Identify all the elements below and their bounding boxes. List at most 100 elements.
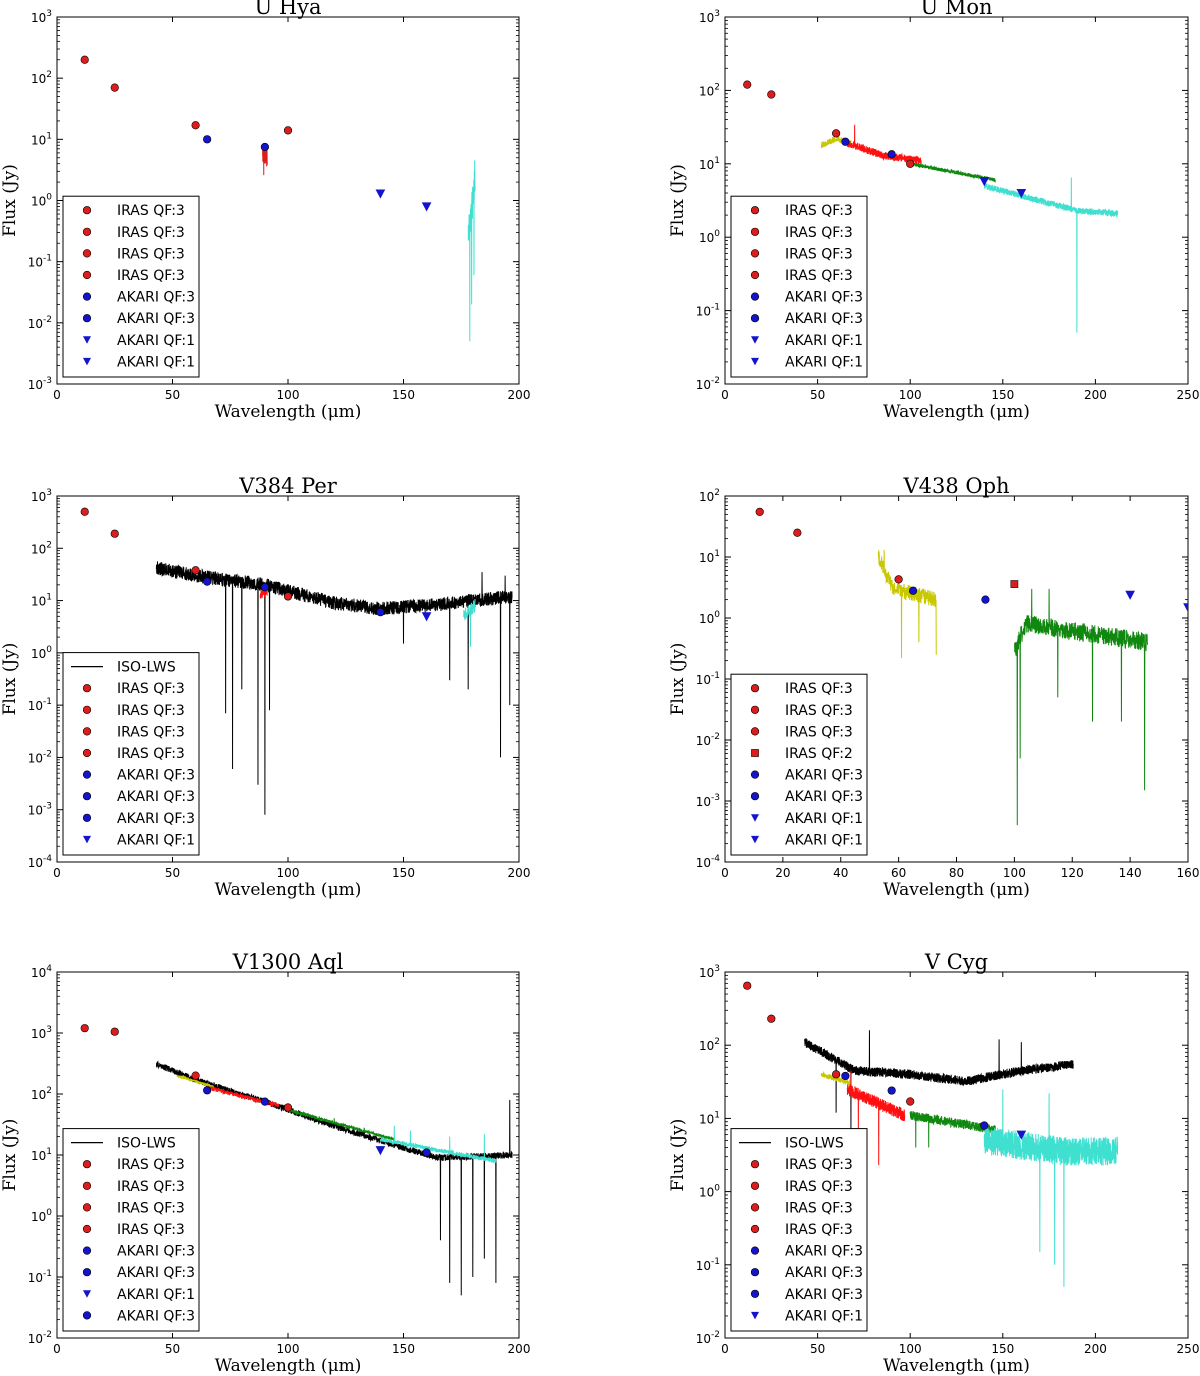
data-point (421, 202, 432, 212)
legend-circle-marker (750, 1160, 760, 1169)
points-group (743, 981, 1027, 1140)
y-tick-label: 10-3 (28, 376, 52, 392)
y-tick-label: 10-2 (696, 1330, 720, 1346)
x-axis-label: Wavelength (μm) (215, 402, 362, 422)
x-tick-label: 0 (53, 1342, 61, 1356)
legend-circle-marker (82, 1246, 92, 1255)
data-point (1183, 603, 1188, 613)
points-group (80, 1024, 431, 1157)
chart-title: V1300 Aql (232, 950, 344, 974)
data-point (743, 981, 752, 990)
legend-label: IRAS QF:3 (785, 681, 853, 697)
x-tick-label: 150 (392, 1342, 415, 1356)
y-tick-label: 102 (699, 1037, 720, 1053)
data-point (80, 55, 89, 64)
legend-label: AKARI QF:3 (117, 1308, 195, 1324)
data-point (755, 507, 764, 516)
legend-circle-marker (750, 1246, 760, 1255)
data-point (1010, 580, 1019, 588)
data-point (203, 135, 212, 144)
legend-box (730, 673, 868, 856)
spectrum-line (176, 1074, 215, 1090)
spectra-group (155, 1060, 513, 1296)
legend-label: AKARI QF:1 (117, 354, 195, 370)
y-tick-label: 10-1 (696, 671, 720, 687)
legend-circle-marker (82, 314, 92, 323)
x-tick-label: 50 (810, 1342, 825, 1356)
x-tick-label: 150 (991, 1342, 1014, 1356)
legend-circle-marker (82, 705, 92, 714)
spectrum-line (909, 1111, 996, 1148)
y-tick-label: 10-4 (696, 854, 721, 870)
x-tick-label: 40 (833, 866, 848, 880)
legend-label: IRAS QF:3 (117, 703, 185, 719)
plot-frame (724, 971, 1189, 1339)
spectrum-line (843, 124, 922, 165)
legend-label: AKARI QF:3 (117, 1244, 195, 1260)
y-tick-label: 10-3 (28, 802, 52, 818)
y-tick-label: 10-4 (28, 854, 53, 870)
x-tick-label: 20 (775, 866, 790, 880)
legend-label: AKARI QF:3 (117, 1265, 195, 1281)
spectrum-line (820, 1071, 852, 1086)
spectrum-line (155, 561, 513, 815)
legend-triangle-marker (83, 357, 91, 366)
y-tick-label: 101 (31, 593, 52, 609)
data-point (80, 1024, 89, 1033)
data-point (767, 1014, 776, 1023)
x-tick-label: 100 (899, 388, 922, 402)
data-point (110, 529, 119, 538)
legend-circle-marker (750, 1181, 760, 1190)
x-tick-label: 120 (1061, 866, 1084, 880)
y-tick-label: 100 (31, 645, 52, 661)
legend-label: AKARI QF:3 (117, 768, 195, 784)
x-tick-label: 80 (949, 866, 964, 880)
y-tick-label: 102 (31, 70, 52, 86)
legend-label: IRAS QF:3 (785, 1200, 853, 1216)
y-tick-label: 10-1 (696, 1257, 720, 1273)
y-tick-label: 10-1 (28, 697, 52, 713)
y-tick-label: 104 (31, 964, 52, 980)
legend-label: AKARI QF:1 (785, 832, 863, 848)
legend-label: AKARI QF:3 (785, 768, 863, 784)
legend-triangle-marker (751, 1311, 759, 1320)
legend-label: IRAS QF:3 (117, 1157, 185, 1173)
y-tick-label: 102 (31, 1086, 52, 1102)
data-point (260, 1097, 270, 1106)
x-axis-label: Wavelength (μm) (215, 880, 362, 900)
legend-label: AKARI QF:1 (117, 832, 195, 848)
legend-circle-marker (750, 227, 760, 236)
legend-circle-marker (750, 1224, 760, 1234)
legend-label: IRAS QF:3 (117, 1222, 185, 1238)
legend-label: IRAS QF:3 (117, 724, 185, 740)
data-point (767, 90, 776, 99)
y-axis-label: Flux (Jy) (0, 164, 20, 237)
legend-label: AKARI QF:3 (785, 1287, 863, 1303)
x-tick-label: 150 (392, 866, 415, 880)
legend-circle-marker (750, 684, 760, 693)
legend-label: AKARI QF:3 (117, 789, 195, 805)
legend-label: IRAS QF:3 (117, 746, 185, 762)
legend-circle-marker (750, 292, 760, 301)
legend-box (62, 195, 200, 378)
x-axis-label: Wavelength (μm) (883, 402, 1030, 422)
legend-label: IRAS QF:3 (117, 203, 185, 219)
data-point (80, 507, 89, 516)
spectrum-line (262, 144, 268, 176)
x-tick-label: 60 (891, 866, 906, 880)
x-tick-label: 0 (721, 866, 729, 880)
y-tick-label: 102 (699, 82, 720, 98)
legend-label: IRAS QF:3 (785, 1157, 853, 1173)
y-tick-label: 103 (699, 9, 720, 25)
data-point (981, 595, 990, 604)
x-tick-label: 160 (1177, 866, 1200, 880)
spectrum-line (1013, 588, 1148, 826)
x-tick-label: 250 (1177, 1342, 1200, 1356)
legend-circle-marker (750, 206, 760, 215)
legend-circle-marker (82, 770, 92, 779)
chart-title: V Cyg (924, 950, 988, 974)
data-point (260, 142, 270, 152)
x-tick-label: 50 (165, 866, 180, 880)
data-point (191, 121, 200, 130)
